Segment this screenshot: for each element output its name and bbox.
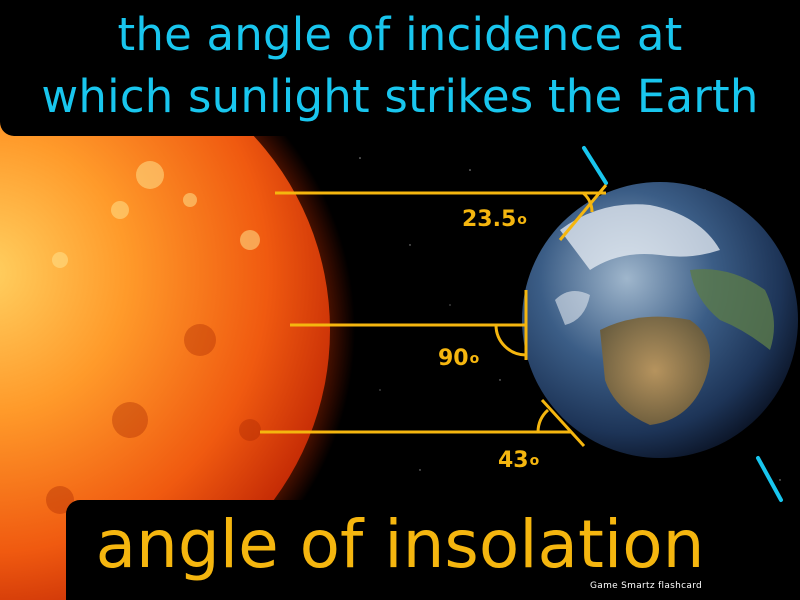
sun-image [0,20,355,600]
angle-value: 43 [498,448,529,473]
definition-line-1: the angle of incidence at [117,8,683,61]
angle-value: 90 [438,346,469,371]
angle-arc-43 [536,408,550,433]
definition-banner [0,0,800,136]
earth-axis-line [582,146,783,502]
angle-label-43: 43o [498,448,539,474]
degree-symbol: o [529,453,540,469]
angle-markers [494,184,608,448]
degree-symbol: o [469,351,480,367]
term-title: angle of insolation [95,506,705,583]
angle-value: 23.5 [462,207,517,232]
sunlight-rays [260,191,606,434]
earth-image [522,182,798,458]
angle-arc-23 [581,191,594,213]
angle-label-90: 90o [438,346,479,372]
credit-text: Game Smartz flashcard [590,581,703,591]
angle-label-23: 23.5o [462,207,527,233]
definition-text: the angle of incidence at which sunlight… [0,4,800,128]
term-banner [66,500,734,600]
angle-arc-90 [494,324,527,357]
degree-symbol: o [517,212,527,228]
definition-line-2: which sunlight strikes the Earth [41,70,759,123]
